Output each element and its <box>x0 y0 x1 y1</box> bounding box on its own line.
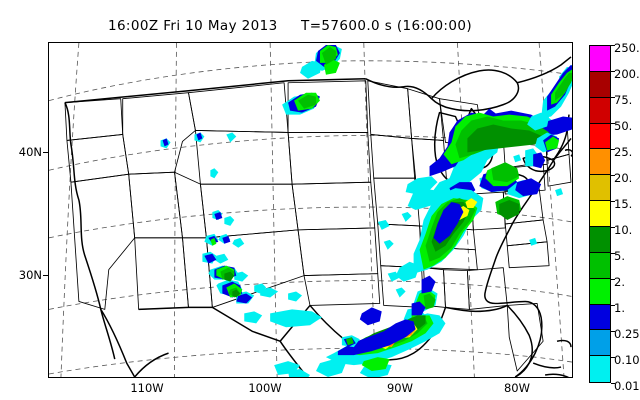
figure-title: 16:00Z Fri 10 May 2013 T=57600.0 s (16:0… <box>107 18 473 34</box>
colorbar-band <box>590 304 610 331</box>
axis-tick <box>43 152 49 153</box>
colorbar-label: 5. <box>614 249 625 263</box>
colorbar-band <box>590 71 610 98</box>
colorbar-band <box>590 356 610 382</box>
colorbar-band <box>590 123 610 150</box>
colorbar-label: 0.25 <box>614 327 640 341</box>
colorbar-tick <box>611 253 615 254</box>
colorbar-label: 25. <box>614 145 633 159</box>
coastline <box>64 56 572 377</box>
colorbar-tick <box>611 45 615 46</box>
colorbar-band <box>590 175 610 202</box>
lat-label-30n: 30N <box>18 268 42 282</box>
colorbar-band <box>590 201 610 228</box>
precip-region-northern-plains <box>282 44 342 115</box>
precip-region-isolated-cells <box>160 132 564 376</box>
lon-label-110w: 110W <box>130 381 164 395</box>
colorbar-tick <box>611 149 615 150</box>
precip-region-gulf-coast <box>288 307 446 377</box>
lon-label-80w: 80W <box>503 381 530 395</box>
precip-region-southern-rockies <box>202 210 322 328</box>
colorbar-tick <box>611 71 615 72</box>
colorbar-tick <box>611 357 615 358</box>
precip-region-northeast <box>525 64 572 169</box>
colorbar-label: 200. <box>614 67 640 81</box>
colorbar-band <box>590 97 610 124</box>
precip-region-great-lakes <box>405 108 572 220</box>
colorbar-tick <box>611 97 615 98</box>
colorbar-label: 50. <box>614 119 633 133</box>
axis-tick <box>43 275 49 276</box>
colorbar-band <box>590 46 610 72</box>
colorbar-label: 2. <box>614 275 625 289</box>
colorbar-tick <box>611 305 615 306</box>
colorbar-band <box>590 252 610 279</box>
colorbar-labels: 250. 200. 75. 50. 25. 20. 15. 10. 5. 2. … <box>614 41 640 393</box>
colorbar-label: 0.01 <box>614 379 640 393</box>
map-canvas <box>49 43 572 377</box>
precip-region-ohio-valley <box>395 188 484 330</box>
colorbar-band <box>590 330 610 357</box>
colorbar-tick <box>611 201 615 202</box>
lon-label-90w: 90W <box>386 381 413 395</box>
colorbar-band <box>590 278 610 305</box>
colorbar-tick <box>611 279 615 280</box>
colorbar-tick <box>611 227 615 228</box>
map-plot-area[interactable] <box>48 42 573 378</box>
colorbar-tick <box>611 123 615 124</box>
colorbar-label: 1. <box>614 301 625 315</box>
colorbar-label: 0.10 <box>614 353 640 367</box>
colorbar-label: 75. <box>614 93 633 107</box>
colorbar-label: 250. <box>614 41 640 55</box>
lon-label-100w: 100W <box>248 381 282 395</box>
colorbar-tick <box>611 331 615 332</box>
colorbar-label: 20. <box>614 171 633 185</box>
colorbar-band <box>590 227 610 253</box>
colorbar-tick <box>611 175 615 176</box>
colorbar-tick <box>611 383 615 384</box>
lat-label-40n: 40N <box>18 145 42 159</box>
colorbar-label: 10. <box>614 223 633 237</box>
colorbar-label: 15. <box>614 197 633 211</box>
colorbar-band <box>590 149 610 176</box>
colorbar[interactable] <box>589 45 611 383</box>
